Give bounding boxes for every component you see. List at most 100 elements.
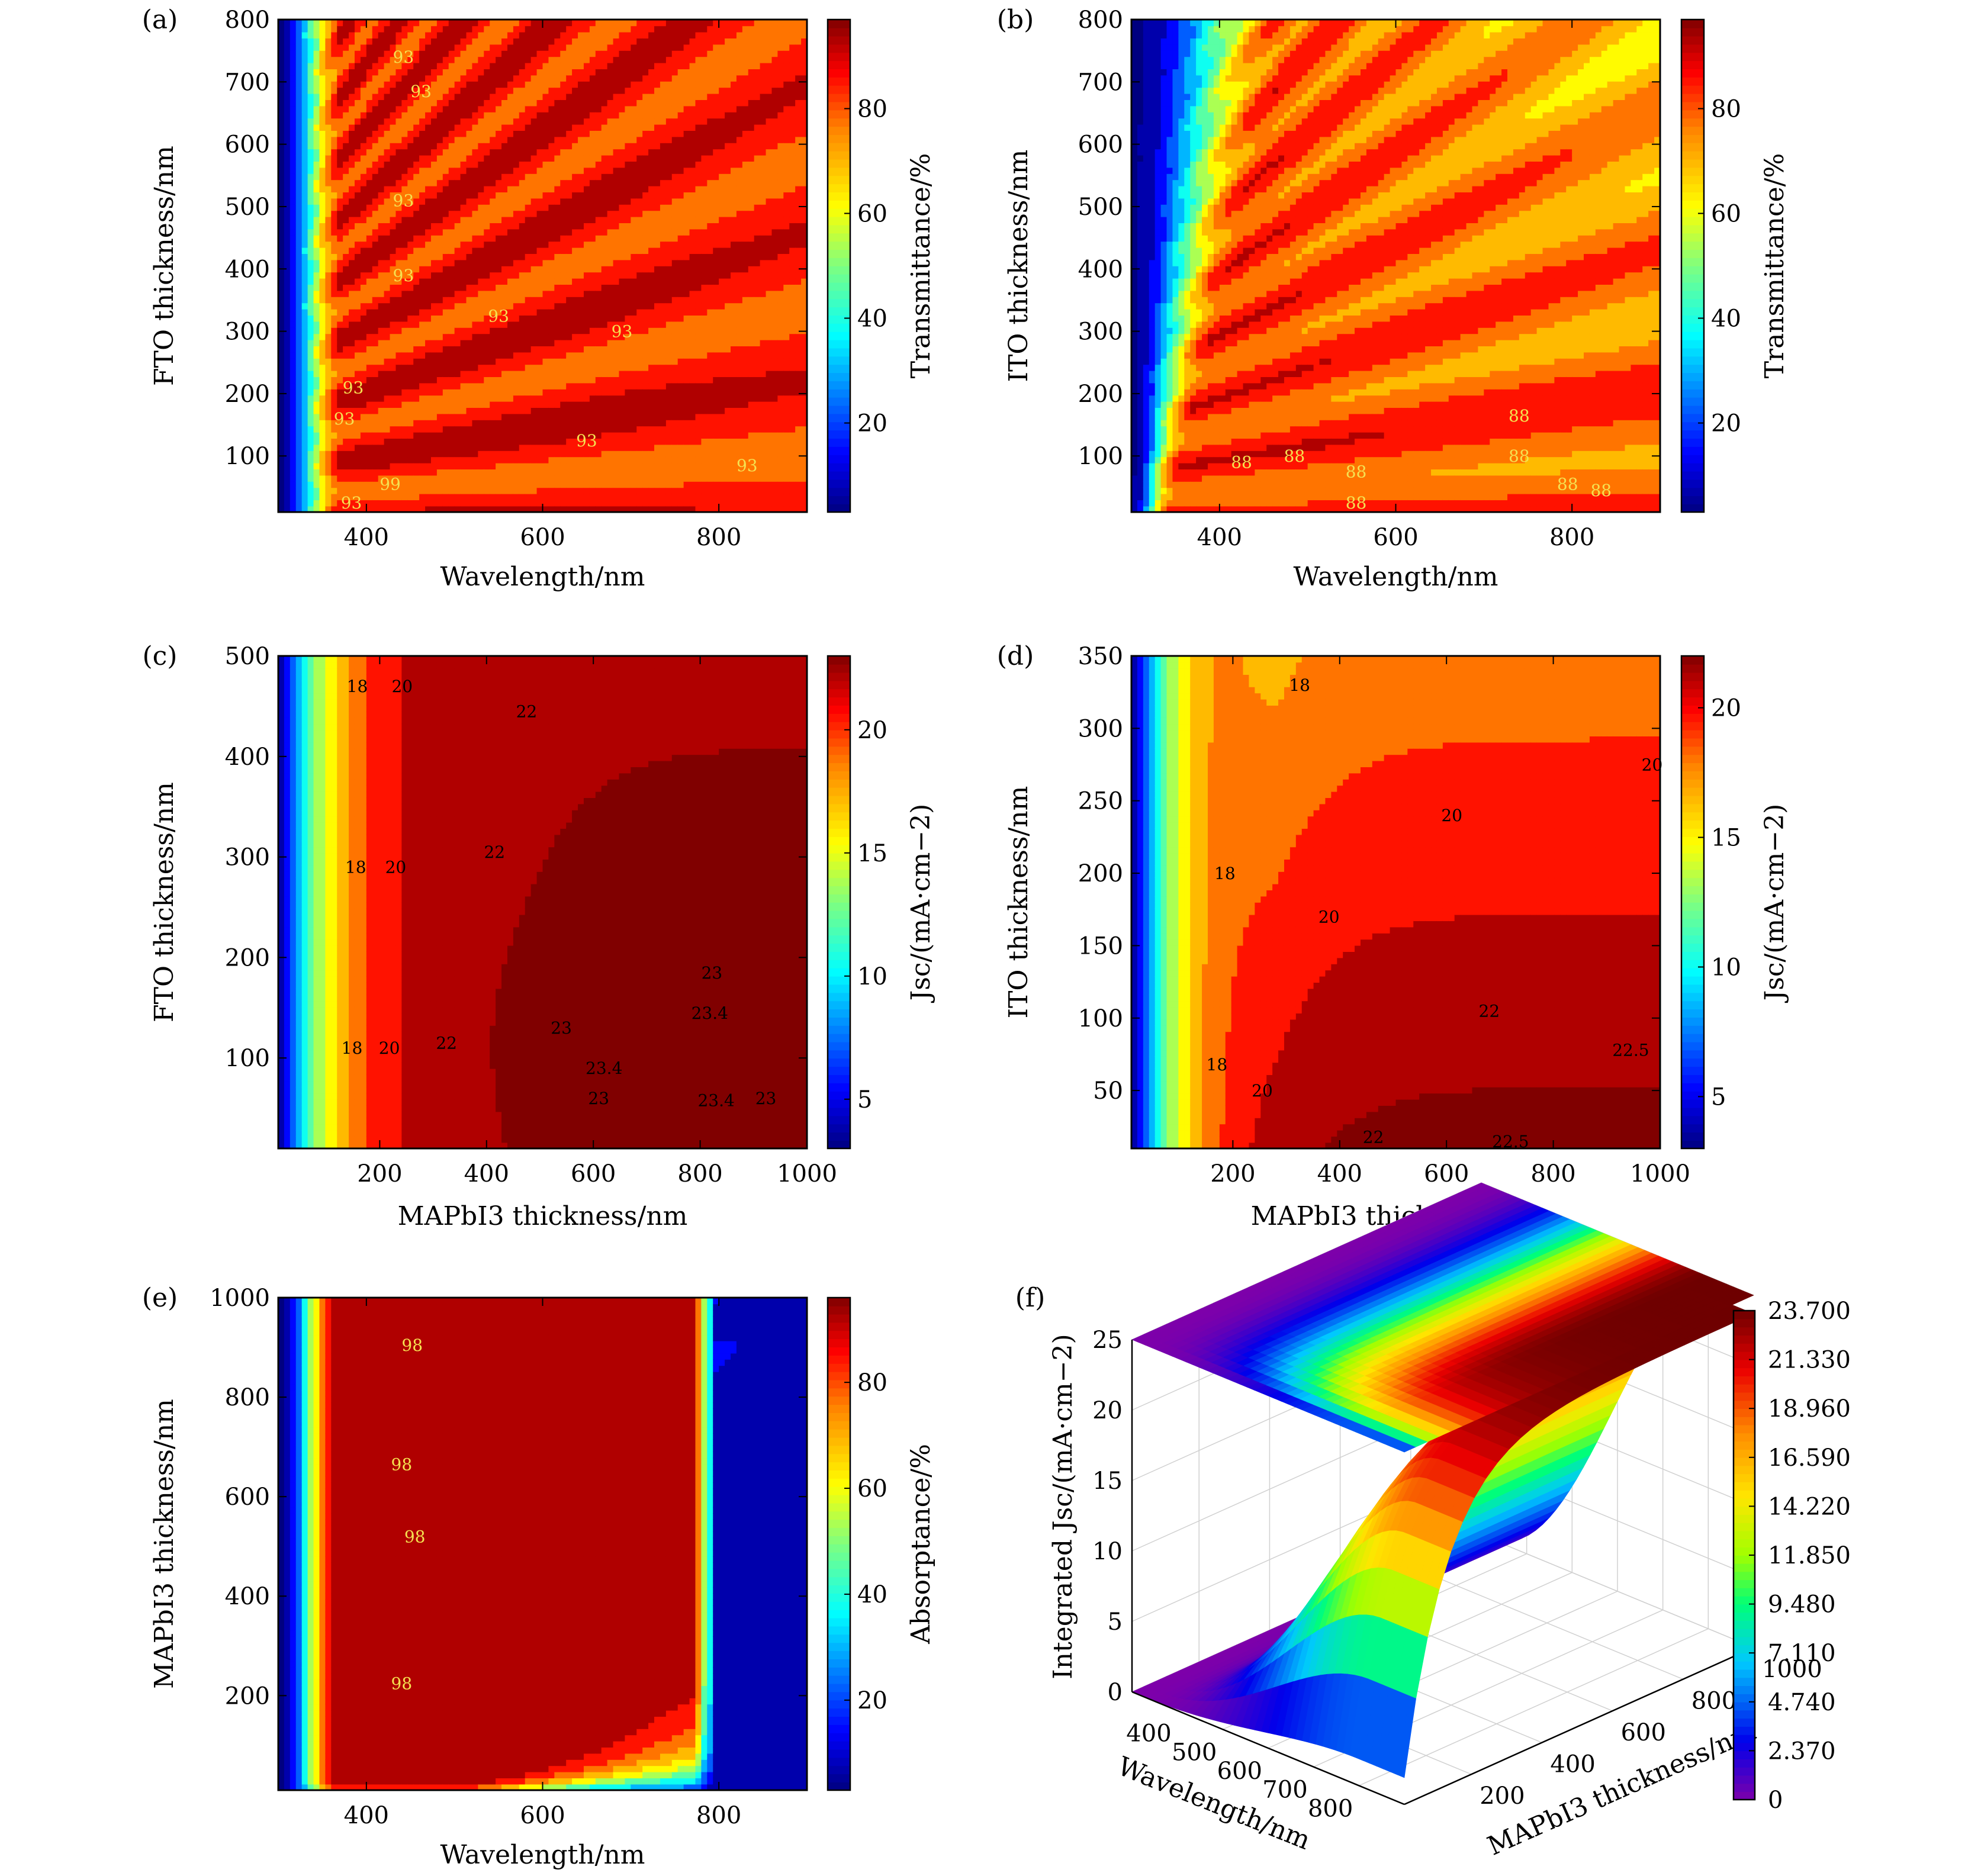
heatmap-cell — [343, 469, 349, 476]
heatmap-cell — [413, 352, 420, 359]
heatmap-cell — [278, 167, 285, 174]
heatmap-cell — [530, 389, 538, 396]
heatmap-cell — [578, 259, 584, 266]
heatmap-cell — [530, 198, 538, 205]
heatmap-cell — [572, 167, 578, 174]
heatmap-cell — [548, 500, 555, 507]
heatmap-cell — [284, 352, 291, 359]
heatmap-cell — [631, 185, 638, 192]
heatmap-cell — [583, 352, 590, 359]
heatmap-cell — [589, 118, 596, 125]
heatmap-cell — [349, 204, 355, 211]
heatmap-cell — [601, 81, 608, 88]
heatmap-cell — [595, 124, 602, 131]
heatmap-cell — [554, 321, 561, 328]
heatmap-cell — [613, 192, 620, 199]
heatmap-cell — [325, 401, 332, 408]
heatmap-cell — [301, 25, 308, 33]
heatmap-cell — [507, 401, 514, 408]
heatmap-cell — [513, 235, 520, 242]
heatmap-cell — [407, 487, 414, 494]
heatmap-cell — [301, 339, 308, 346]
heatmap-cell — [430, 161, 438, 168]
heatmap-cell — [407, 149, 414, 156]
heatmap-cell — [525, 469, 532, 476]
heatmap-cell — [607, 216, 614, 223]
heatmap-cell — [636, 297, 643, 304]
heatmap-cell — [454, 308, 461, 316]
heatmap-cell — [560, 475, 567, 482]
heatmap-cell — [349, 105, 355, 112]
heatmap-cell — [407, 266, 414, 273]
heatmap-cell — [425, 161, 432, 168]
heatmap-cell — [290, 167, 297, 174]
heatmap-cell — [595, 241, 602, 248]
heatmap-cell — [466, 149, 473, 156]
heatmap-cell — [636, 93, 643, 100]
heatmap-cell — [548, 149, 555, 156]
heatmap-cell — [507, 462, 514, 469]
heatmap-cell — [343, 346, 349, 353]
heatmap-cell — [536, 259, 544, 266]
heatmap-cell — [513, 56, 520, 63]
heatmap-cell — [307, 395, 314, 402]
heatmap-cell — [378, 136, 385, 143]
heatmap-cell — [572, 395, 578, 402]
heatmap-cell — [490, 44, 496, 51]
heatmap-cell — [401, 377, 409, 384]
heatmap-cell — [372, 25, 379, 33]
heatmap-cell — [542, 382, 549, 390]
heatmap-cell — [390, 20, 397, 27]
heatmap-cell — [349, 407, 355, 414]
heatmap-cell — [442, 346, 449, 353]
heatmap-cell — [530, 44, 538, 51]
heatmap-cell — [619, 346, 626, 353]
heatmap-cell — [419, 420, 426, 427]
heatmap-cell — [484, 278, 490, 285]
heatmap-cell — [419, 432, 426, 439]
heatmap-cell — [607, 87, 614, 94]
heatmap-cell — [290, 278, 297, 285]
heatmap-cell — [513, 358, 520, 365]
heatmap-cell — [307, 241, 314, 248]
heatmap-cell — [366, 339, 373, 346]
heatmap-cell — [448, 266, 455, 273]
heatmap-cell — [395, 278, 403, 285]
heatmap-cell — [349, 56, 355, 63]
heatmap-cell — [366, 155, 373, 162]
heatmap-cell — [525, 69, 532, 76]
heatmap-cell — [619, 321, 626, 328]
heatmap-cell — [560, 130, 567, 137]
heatmap-cell — [519, 389, 526, 396]
heatmap-cell — [372, 155, 379, 162]
heatmap-cell — [642, 438, 649, 445]
heatmap-cell — [349, 308, 355, 316]
heatmap-cell — [319, 161, 326, 168]
heatmap-cell — [501, 161, 508, 168]
heatmap-cell — [572, 438, 578, 445]
heatmap-cell — [325, 75, 332, 82]
heatmap-cell — [595, 321, 602, 328]
heatmap-cell — [413, 487, 420, 494]
heatmap-cell — [560, 377, 567, 384]
heatmap-cell — [589, 161, 596, 168]
heatmap-cell — [472, 198, 479, 205]
heatmap-cell — [360, 272, 367, 279]
heatmap-cell — [472, 75, 479, 82]
heatmap-cell — [401, 493, 409, 500]
heatmap-cell — [425, 451, 432, 458]
heatmap-cell — [384, 401, 391, 408]
heatmap-cell — [419, 216, 426, 223]
heatmap-cell — [430, 333, 438, 340]
heatmap-cell — [284, 93, 291, 100]
heatmap-cell — [448, 99, 455, 107]
heatmap-cell — [430, 167, 438, 174]
heatmap-cell — [519, 321, 526, 328]
heatmap-cell — [354, 266, 361, 273]
heatmap-cell — [636, 364, 643, 371]
heatmap-cell — [560, 303, 567, 310]
heatmap-cell — [460, 223, 467, 230]
heatmap-cell — [301, 290, 308, 297]
heatmap-cell — [425, 20, 432, 27]
heatmap-cell — [548, 81, 555, 88]
